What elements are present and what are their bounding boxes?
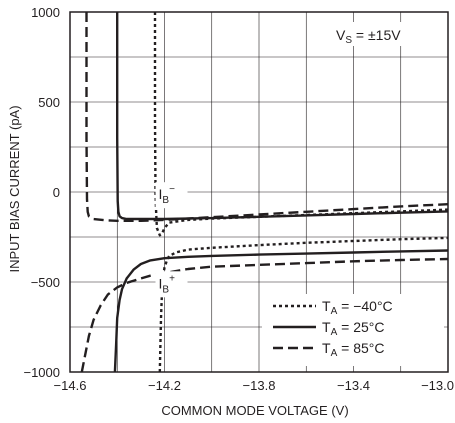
series-line-dashed-ib-minus bbox=[85, 12, 448, 222]
tick-labels: −14.6 −14.2 −13.8 −13.4 −13.0 1000 500 0 −500 −10… bbox=[23, 5, 454, 393]
legend-label-main: T bbox=[322, 319, 331, 335]
plot-frame bbox=[69, 11, 449, 373]
legend-label-rest: = 85°C bbox=[337, 340, 384, 356]
legend-label-rest: = −40°C bbox=[337, 298, 392, 314]
series-line-dotted-ib-minus bbox=[153, 12, 448, 237]
annotation-sub: B bbox=[162, 195, 169, 206]
annotation-background bbox=[155, 271, 188, 298]
annotation-background bbox=[155, 182, 188, 209]
x-tick-label: −13.4 bbox=[337, 378, 370, 393]
y-tick-label: 1000 bbox=[31, 5, 60, 20]
legend-label-sub: A bbox=[331, 348, 338, 359]
condition-label: VS = ±15V bbox=[336, 27, 401, 46]
condition-main: V bbox=[336, 27, 346, 43]
y-tick-label: 0 bbox=[53, 185, 60, 200]
legend-label: TA = 25°C bbox=[322, 319, 384, 338]
legend-label-rest: = 25°C bbox=[337, 319, 384, 335]
x-tick-label: −14.6 bbox=[54, 378, 87, 393]
curve-annotations: IB−IB+ bbox=[155, 182, 188, 298]
condition-rest: = ±15V bbox=[352, 27, 401, 43]
annotation-sup: − bbox=[169, 184, 175, 195]
annotation-ib-minus: IB− bbox=[159, 184, 176, 206]
legend-label-sub: A bbox=[331, 327, 338, 338]
condition-sub: S bbox=[345, 35, 352, 46]
legend-label-main: T bbox=[322, 340, 331, 356]
series-line-solid-ib-minus bbox=[116, 12, 448, 221]
legend-label: TA = −40°C bbox=[322, 298, 393, 317]
legend: TA = −40°CTA = 25°CTA = 85°C bbox=[262, 294, 444, 366]
annotation-main: I bbox=[159, 275, 163, 291]
legend-label: TA = 85°C bbox=[322, 340, 384, 359]
annotation-main: I bbox=[159, 186, 163, 202]
legend-label-sub: A bbox=[331, 306, 338, 317]
y-tick-label: −500 bbox=[31, 275, 60, 290]
annotation-sub: B bbox=[162, 284, 169, 295]
y-tick-label: 500 bbox=[38, 95, 60, 110]
x-tick-label: −14.2 bbox=[148, 378, 181, 393]
x-axis-label: COMMON MODE VOLTAGE (V) bbox=[161, 403, 348, 418]
annotation-ib-plus: IB+ bbox=[159, 273, 176, 295]
condition-label-box: VS = ±15V bbox=[330, 22, 420, 46]
series-line-dashed-ib-plus bbox=[80, 257, 448, 372]
series-line-solid-ib-plus bbox=[113, 249, 448, 372]
y-axis-label: INPUT BIAS CURRENT (pA) bbox=[7, 105, 22, 272]
series-curves bbox=[80, 12, 448, 372]
y-tick-label: −1000 bbox=[23, 365, 60, 380]
x-tick-label: −13.8 bbox=[243, 378, 276, 393]
legend-label-main: T bbox=[322, 298, 331, 314]
annotation-sup: + bbox=[169, 273, 175, 284]
x-tick-label: −13.0 bbox=[421, 378, 454, 393]
